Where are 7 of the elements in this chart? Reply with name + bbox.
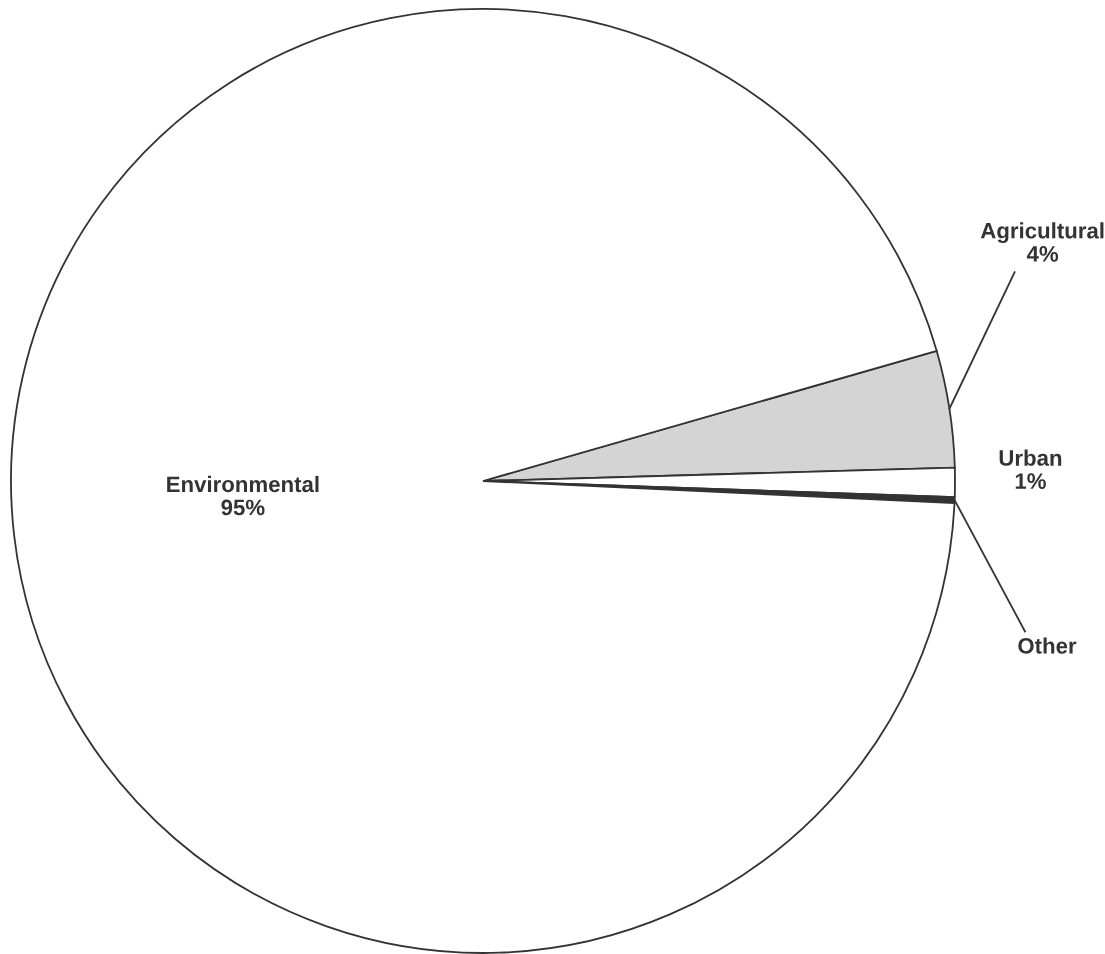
data-label: 4%: [1026, 246, 1059, 262]
slice-label: Urban: [999, 449, 1062, 466]
data-label: 1%: [1015, 473, 1046, 489]
slice-label: Environmental: [167, 475, 319, 493]
slice-label: Agricultural: [980, 222, 1104, 244]
data-label: 95%: [221, 499, 265, 516]
slice-label: Other: [1018, 637, 1077, 654]
